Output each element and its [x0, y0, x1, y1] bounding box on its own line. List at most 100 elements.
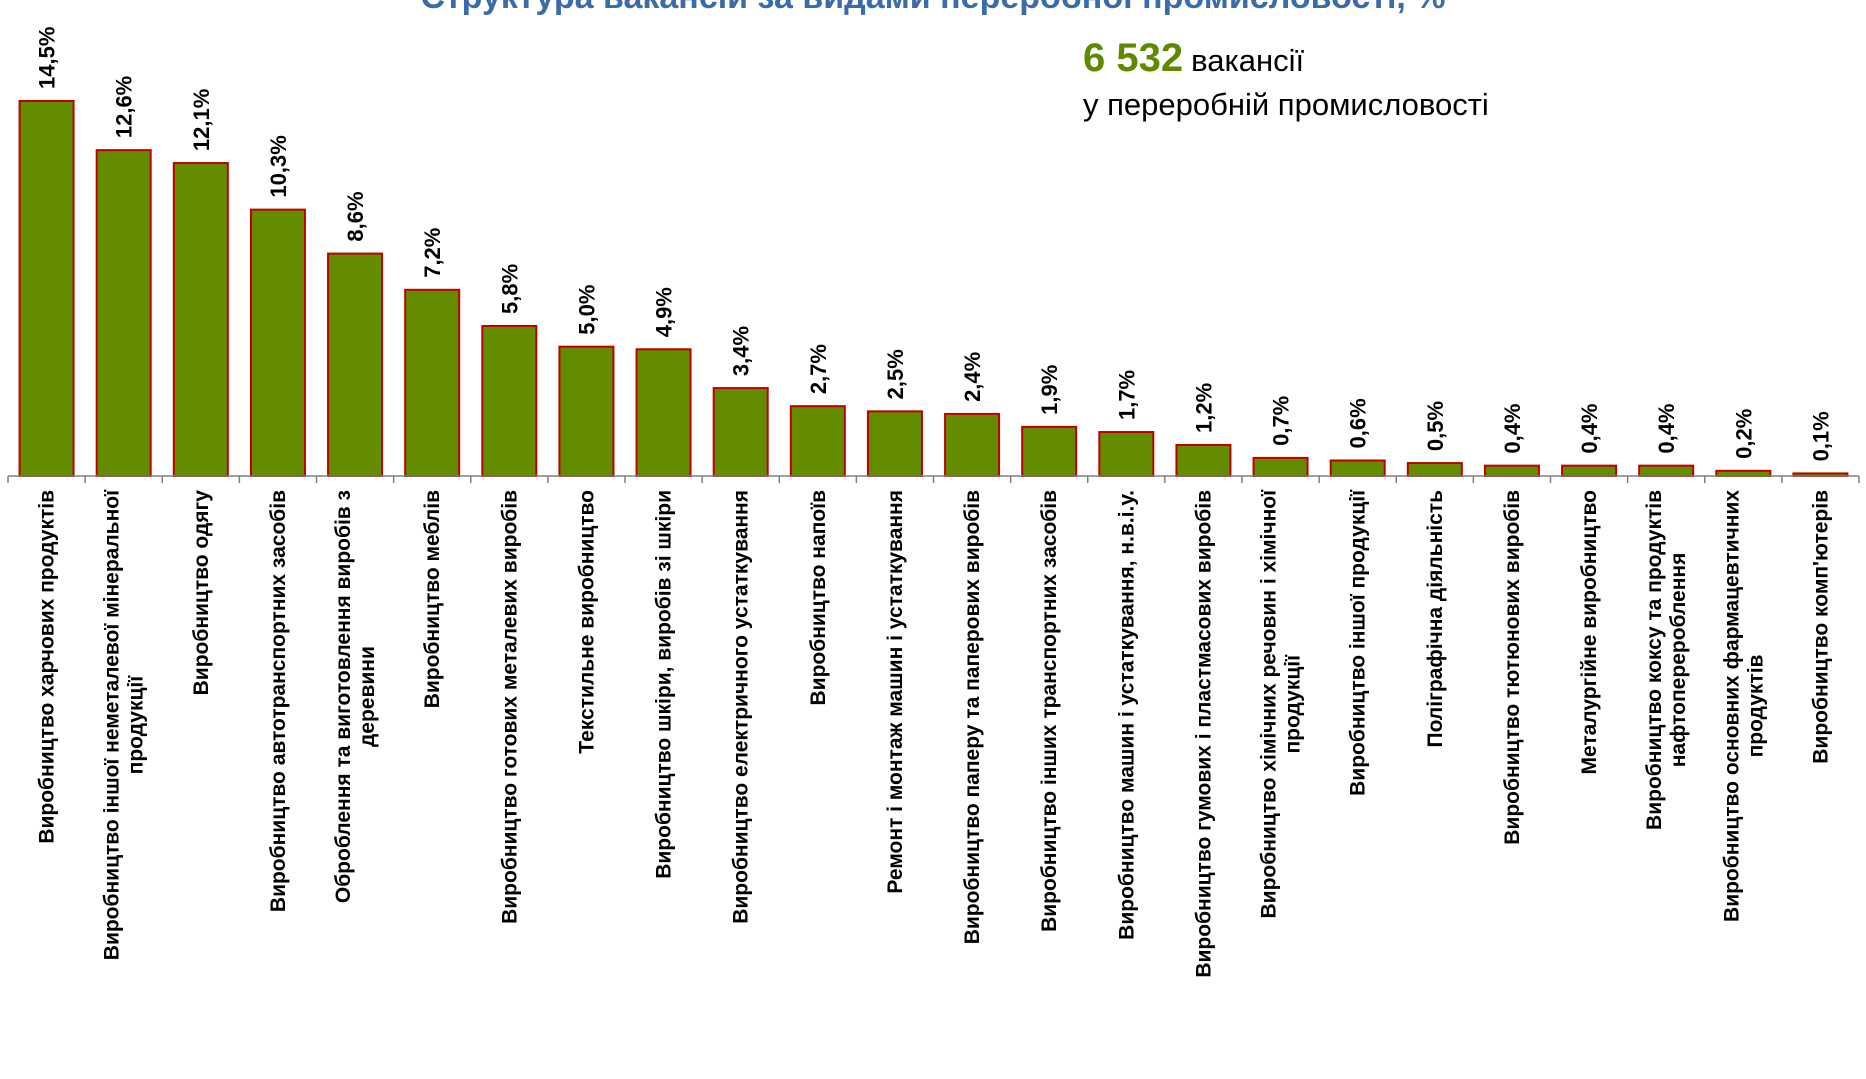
- data-label: 10,3%: [266, 135, 291, 197]
- bar: [789, 405, 846, 478]
- bar: [404, 288, 461, 477]
- bar: [481, 325, 538, 477]
- category-label: Виробництво іншої продукції: [1347, 489, 1370, 796]
- data-label: 14,5%: [35, 27, 60, 89]
- bar: [1715, 469, 1772, 477]
- category-label: Виробництво харчових продуктів: [36, 490, 59, 844]
- category-label-line: Ремонт і монтаж машин і устаткування: [884, 490, 907, 894]
- category-label-line: Текстильне виробництво: [575, 490, 598, 754]
- bar: [249, 208, 306, 477]
- category-label-line: Виробництво автотранспортних засобів: [267, 490, 290, 912]
- data-label: 0,7%: [1269, 396, 1294, 446]
- data-label: 0,4%: [1654, 403, 1679, 453]
- x-axis: [7, 475, 1860, 483]
- category-label-line: продукції: [1282, 654, 1305, 754]
- category-labels-group: Виробництво харчових продуктів Виробництв…: [36, 489, 1833, 978]
- category-label-line: Виробництво гумових і пластмасових вироб…: [1192, 490, 1215, 978]
- category-label: Виробництво тютюнових виробів: [1501, 490, 1524, 845]
- bar: [172, 162, 229, 477]
- category-label: Виробництво іншої неметалевої мінерально…: [101, 489, 148, 960]
- data-label: 0,4%: [1500, 403, 1525, 453]
- category-label: Виробництво напоїв: [807, 490, 830, 706]
- data-label: 2,5%: [883, 349, 908, 399]
- category-label: Виробництво комп'ютерів: [1809, 490, 1832, 764]
- chart-title: Структура вакансій за видами переробної …: [0, 0, 1866, 17]
- category-label: Оброблення та виготовлення виробів здере…: [332, 490, 379, 903]
- category-label-line: Виробництво іншої продукції: [1347, 489, 1370, 796]
- category-label-line: Виробництво паперу та паперових виробів: [961, 490, 984, 944]
- category-label-line: Виробництво коксу та продуктів: [1643, 490, 1666, 830]
- category-label: Виробництво готових металевих виробів: [498, 490, 521, 924]
- data-label: 12,1%: [189, 89, 214, 151]
- data-label: 8,6%: [343, 191, 368, 241]
- vacancies-count: 6 532: [1083, 36, 1184, 80]
- category-label-line: Виробництво тютюнових виробів: [1501, 490, 1524, 845]
- bar: [1561, 464, 1618, 478]
- data-label: 0,2%: [1731, 409, 1756, 459]
- bar: [327, 252, 384, 477]
- data-label: 0,1%: [1808, 411, 1833, 461]
- category-label: Виробництво автотранспортних засобів: [267, 490, 290, 912]
- category-label: Виробництво електричного устаткування: [730, 490, 753, 924]
- category-label: Металургійне виробництво: [1578, 490, 1601, 775]
- category-label-line: Виробництво машин і устаткування, н.в.і.…: [1115, 490, 1138, 940]
- bar: [1252, 456, 1309, 477]
- category-label: Поліграфічна діяльність: [1424, 490, 1447, 748]
- bar: [1406, 462, 1463, 478]
- data-label: 1,9%: [1037, 365, 1062, 415]
- category-label: Виробництво шкіри, виробів зі шкіри: [653, 490, 676, 879]
- data-label: 0,4%: [1577, 403, 1602, 453]
- category-label-line: Виробництво готових металевих виробів: [498, 490, 521, 924]
- category-label-line: деревини: [356, 646, 379, 747]
- category-label-line: Металургійне виробництво: [1578, 490, 1601, 775]
- bar: [558, 345, 615, 478]
- bar: [944, 412, 1001, 477]
- data-label: 1,7%: [1114, 370, 1139, 420]
- category-label-line: Виробництво меблів: [421, 490, 444, 708]
- value-labels-group: 14,5% 12,6% 12,1% 10,3% 8,6% 7,2% 5,8% 5,0% 4,9%…: [35, 27, 1834, 462]
- category-label: Виробництво машин і устаткування, н.в.і.…: [1115, 490, 1138, 940]
- data-label: 3,4%: [729, 326, 754, 376]
- category-label: Текстильне виробництво: [575, 490, 598, 754]
- category-label-line: Виробництво шкіри, виробів зі шкіри: [653, 490, 676, 879]
- data-label: 1,2%: [1191, 383, 1216, 433]
- vacancies-subtitle: у переробній промисловості: [1083, 87, 1489, 122]
- data-label: 4,9%: [652, 287, 677, 337]
- bar: [18, 100, 75, 477]
- bar: [635, 348, 692, 477]
- category-label: Виробництво основних фармацевтичнихпроду…: [1720, 490, 1767, 922]
- category-label-line: Виробництво електричного устаткування: [730, 490, 753, 924]
- data-label: 2,4%: [960, 352, 985, 402]
- category-label-line: Виробництво основних фармацевтичних: [1720, 490, 1743, 922]
- bar: [1175, 443, 1232, 477]
- category-label-line: Виробництво одягу: [190, 490, 213, 696]
- data-label: 12,6%: [112, 76, 137, 138]
- category-label: Виробництво коксу та продуктівнафтоперер…: [1643, 490, 1690, 830]
- bar: [1483, 464, 1540, 478]
- bar: [712, 387, 769, 478]
- data-label: 5,8%: [497, 264, 522, 314]
- category-label: Виробництво одягу: [190, 490, 213, 696]
- category-label: Виробництво хімічних речовин і хімічноїп…: [1258, 489, 1305, 919]
- category-label-line: нафтоперероблення: [1667, 553, 1690, 768]
- bar: [1638, 464, 1695, 478]
- bar: [95, 149, 152, 477]
- category-label: Виробництво меблів: [421, 490, 444, 708]
- bar: [1098, 431, 1155, 478]
- bars-group: [18, 100, 1849, 478]
- bar: [1329, 459, 1386, 477]
- data-label: 7,2%: [420, 228, 445, 278]
- category-label-line: продукції: [125, 675, 148, 775]
- data-label: 0,6%: [1346, 398, 1371, 448]
- category-label: Виробництво інших транспортних засобів: [1038, 490, 1061, 932]
- data-label: 2,7%: [806, 344, 831, 394]
- category-label-line: Виробництво комп'ютерів: [1809, 490, 1832, 764]
- bar: [866, 410, 923, 477]
- vacancies-unit: вакансії: [1191, 43, 1305, 78]
- category-label-line: продуктів: [1744, 654, 1767, 757]
- category-label: Ремонт і монтаж машин і устаткування: [884, 490, 907, 894]
- vacancies-annotation: 6 532 вакансії у переробній промисловості: [1083, 36, 1489, 123]
- category-label-line: Виробництво хімічних речовин і хімічної: [1258, 489, 1281, 919]
- data-label: 0,5%: [1423, 401, 1448, 451]
